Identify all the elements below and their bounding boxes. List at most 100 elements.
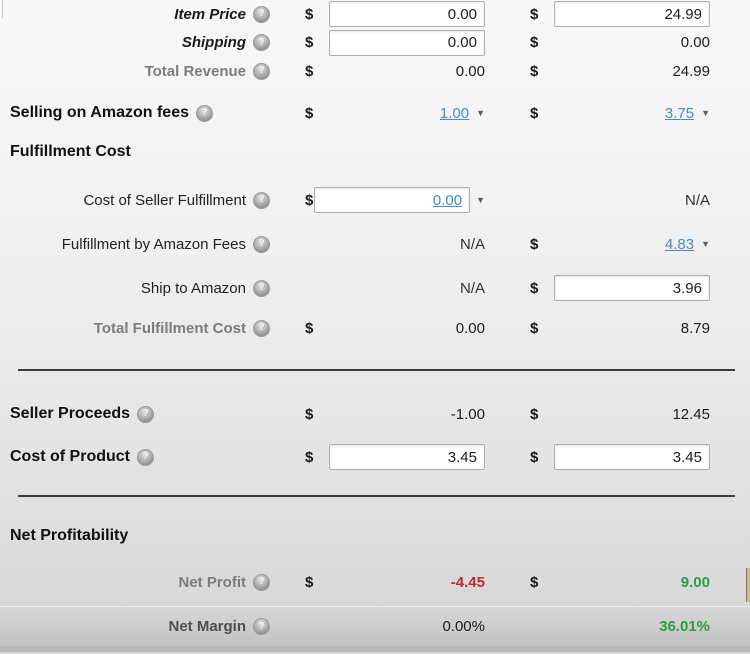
partial-element-right-edge	[746, 568, 750, 602]
cost-seller-fulfillment-na: N/A	[684, 191, 710, 209]
currency-symbol: $	[305, 448, 314, 466]
total-revenue-label-cell: Total Revenue ?	[0, 62, 270, 80]
cost-of-product-input-seller[interactable]	[329, 444, 485, 470]
total-revenue-label: Total Revenue	[144, 62, 246, 80]
help-icon[interactable]: ?	[253, 618, 270, 635]
panel-edge-line	[2, 0, 3, 18]
selling-fees-link-amazon[interactable]: 3.75	[664, 104, 695, 122]
currency-symbol: $	[530, 319, 539, 337]
chevron-down-icon[interactable]: ▼	[476, 107, 485, 118]
currency-symbol: $	[305, 5, 314, 23]
help-icon[interactable]: ?	[196, 104, 213, 122]
shipping-value-amazon: 0.00	[680, 34, 710, 51]
currency-symbol: $	[305, 319, 314, 337]
section-divider	[18, 369, 735, 371]
total-fc-value-seller: 0.00	[455, 319, 485, 337]
row-fulfillment-by-amazon-fees: Fulfillment by Amazon Fees ? N/A $ 4.83 …	[0, 229, 750, 259]
help-icon[interactable]: ?	[253, 279, 270, 297]
seller-proceeds-label-cell: Seller Proceeds ?	[0, 405, 270, 423]
shipping-input-seller[interactable]	[329, 29, 485, 56]
total-fc-value-amazon: 8.79	[680, 319, 710, 337]
fba-fees-link[interactable]: 4.83	[664, 235, 695, 253]
net-profitability-section: Net Profitability	[0, 521, 750, 551]
selling-fees-label: Selling on Amazon fees	[10, 104, 189, 121]
ship-to-amazon-input[interactable]	[554, 275, 710, 301]
row-total-fulfillment-cost: Total Fulfillment Cost ? $ 0.00 $ 8.79	[0, 313, 750, 343]
net-margin-value-amazon: 36.01%	[659, 618, 710, 635]
net-profit-label-cell: Net Profit ?	[0, 573, 270, 591]
item-price-label-cell: Item Price ?	[0, 5, 270, 23]
net-margin-label: Net Margin	[168, 618, 246, 635]
row-cost-of-seller-fulfillment: Cost of Seller Fulfillment ? $ ▼ N/A	[0, 185, 750, 215]
total-revenue-value-seller: 0.00	[455, 62, 485, 80]
selling-fees-link-seller[interactable]: 1.00	[439, 104, 470, 122]
net-profit-label: Net Profit	[178, 573, 247, 591]
selling-fees-label-cell: Selling on Amazon fees ?	[0, 104, 270, 122]
currency-symbol: $	[530, 5, 539, 23]
chevron-down-icon[interactable]: ▼	[476, 194, 485, 205]
help-icon[interactable]: ?	[253, 191, 270, 209]
total-fc-label-cell: Total Fulfillment Cost ?	[0, 319, 270, 337]
help-icon[interactable]: ?	[137, 405, 155, 423]
help-icon[interactable]: ?	[253, 34, 270, 51]
chevron-down-icon[interactable]: ▼	[701, 107, 710, 118]
row-ship-to-amazon: Ship to Amazon ? N/A $	[0, 273, 750, 303]
fba-fees-na: N/A	[459, 235, 485, 253]
currency-symbol: $	[530, 62, 539, 80]
net-margin-label-cell: Net Margin ?	[0, 618, 270, 635]
ship-to-amazon-label-cell: Ship to Amazon ?	[0, 279, 270, 297]
row-item-price: Item Price ? $ $	[0, 0, 750, 28]
currency-symbol: $	[530, 235, 539, 253]
row-cost-of-product: Cost of Product ? $ $	[0, 442, 750, 472]
currency-symbol: $	[305, 573, 314, 591]
item-price-input-amazon[interactable]	[554, 1, 710, 27]
help-icon[interactable]: ?	[253, 62, 270, 80]
net-profitability-header: Net Profitability	[10, 527, 129, 544]
row-seller-proceeds: Seller Proceeds ? $ -1.00 $ 12.45	[0, 399, 750, 429]
currency-symbol: $	[305, 405, 314, 423]
chevron-down-icon[interactable]: ▼	[701, 238, 710, 249]
cost-of-product-input-amazon[interactable]	[554, 444, 710, 470]
row-selling-on-amazon-fees: Selling on Amazon fees ? $ 1.00 ▼ $ 3.75…	[0, 98, 750, 128]
seller-proceeds-label: Seller Proceeds	[10, 405, 131, 422]
help-icon[interactable]: ?	[253, 235, 270, 253]
cost-seller-fulfillment-input[interactable]	[314, 187, 471, 213]
row-shipping: Shipping ? $ $ 0.00	[0, 28, 750, 57]
net-margin-value-seller: 0.00%	[442, 618, 485, 635]
seller-proceeds-value-amazon: 12.45	[672, 405, 710, 423]
fulfillment-cost-section: Fulfillment Cost	[0, 137, 750, 167]
row-total-revenue: Total Revenue ? $ 0.00 $ 24.99	[0, 57, 750, 85]
currency-symbol: $	[530, 573, 539, 591]
help-icon[interactable]: ?	[253, 319, 270, 337]
cost-seller-label-cell: Cost of Seller Fulfillment ?	[0, 191, 270, 209]
total-fulfillment-cost-label: Total Fulfillment Cost	[93, 319, 246, 337]
currency-symbol: $	[530, 448, 539, 466]
currency-symbol: $	[530, 279, 539, 297]
net-profit-value-amazon: 9.00	[680, 573, 710, 591]
cost-of-product-label: Cost of Product	[10, 448, 130, 465]
item-price-input-seller[interactable]	[329, 1, 485, 27]
help-icon[interactable]: ?	[137, 448, 154, 466]
cost-seller-fulfillment-label: Cost of Seller Fulfillment	[83, 191, 246, 209]
fulfillment-cost-header: Fulfillment Cost	[10, 143, 131, 160]
currency-symbol: $	[305, 34, 314, 51]
bottom-edge-strip	[0, 646, 750, 652]
section-divider	[18, 495, 735, 497]
row-net-profit: Net Profit ? $ -4.45 $ 9.00	[0, 567, 750, 597]
currency-symbol: $	[305, 62, 314, 80]
item-price-label: Item Price	[174, 5, 246, 23]
help-icon[interactable]: ?	[253, 5, 270, 23]
currency-symbol: $	[530, 34, 539, 51]
fba-fees-label-cell: Fulfillment by Amazon Fees ?	[0, 235, 270, 253]
net-profit-value-seller: -4.45	[450, 573, 485, 591]
fba-fees-label: Fulfillment by Amazon Fees	[61, 235, 246, 253]
ship-to-amazon-na: N/A	[459, 279, 485, 297]
cost-of-product-label-cell: Cost of Product ?	[0, 448, 270, 466]
help-icon[interactable]: ?	[253, 573, 270, 591]
ship-to-amazon-label: Ship to Amazon	[140, 279, 246, 297]
currency-symbol: $	[305, 191, 314, 209]
seller-proceeds-value-seller: -1.00	[450, 405, 485, 423]
currency-symbol: $	[530, 405, 539, 423]
row-net-margin: Net Margin ? 0.00% 36.01%	[0, 606, 750, 646]
